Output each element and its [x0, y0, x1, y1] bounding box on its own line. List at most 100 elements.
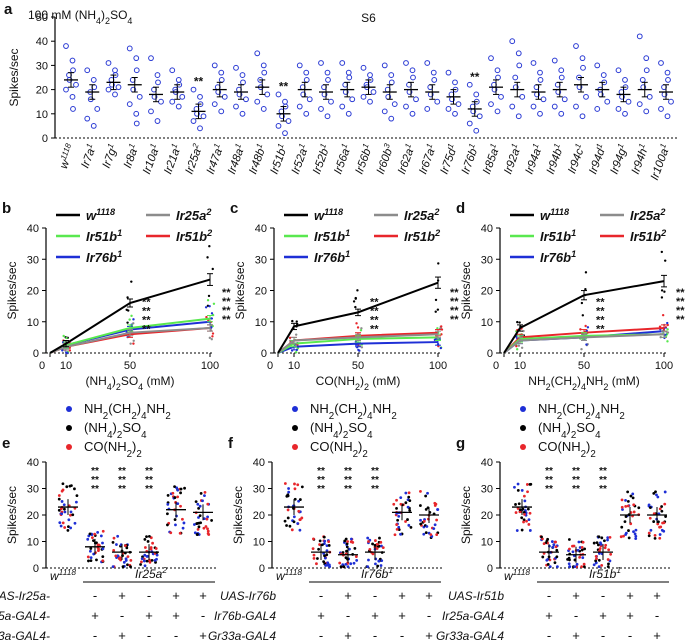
row-mark: +	[344, 628, 352, 641]
data-point	[380, 544, 383, 548]
data-point	[627, 529, 630, 532]
row-mark: -	[319, 628, 323, 641]
legend-label: CO(NH2)2	[84, 439, 142, 460]
category-label: Ir94d1	[585, 142, 609, 176]
data-point	[233, 64, 239, 71]
data-point	[399, 532, 402, 536]
data-point	[96, 530, 100, 534]
data-point	[312, 553, 316, 557]
formula-part: 4	[107, 382, 112, 392]
data-point	[662, 521, 666, 525]
formula-part: SO	[576, 420, 595, 435]
data-point	[571, 550, 575, 554]
data-point	[634, 534, 638, 538]
data-point	[148, 55, 154, 62]
data-point	[583, 93, 589, 100]
data-point	[495, 74, 501, 81]
row-mark: -	[201, 608, 205, 623]
raw-point	[211, 267, 214, 271]
formula-part: (mM)	[143, 374, 174, 388]
row-mark: -	[120, 608, 124, 623]
data-point	[622, 77, 628, 83]
category-label: Ir7g1	[98, 142, 120, 170]
data-point	[99, 534, 103, 538]
data-point	[311, 547, 315, 551]
data-point	[592, 563, 596, 567]
data-point	[345, 69, 352, 76]
data-point	[643, 55, 650, 62]
data-point	[143, 553, 147, 557]
panel-letter-f: f	[228, 435, 234, 452]
data-point	[111, 565, 115, 569]
data-point	[59, 507, 63, 511]
data-point	[133, 110, 140, 117]
label-sup: 2	[434, 228, 440, 238]
data-point	[528, 529, 532, 532]
y-tick-label: 20	[27, 286, 39, 298]
data-point	[198, 514, 202, 518]
label-sup: 1	[254, 142, 264, 149]
raw-point	[295, 320, 298, 323]
data-point	[92, 539, 95, 543]
label-sup: 1	[296, 142, 306, 149]
data-point	[92, 552, 96, 556]
data-point	[169, 531, 173, 535]
series-line-w1118	[503, 280, 665, 354]
data-point	[520, 516, 524, 520]
row-mark: -	[547, 588, 551, 603]
formula-part: 4	[561, 430, 567, 441]
data-point	[582, 562, 586, 566]
data-point	[655, 493, 658, 497]
data-point	[395, 528, 399, 531]
data-point	[516, 62, 523, 69]
formula-part: SO	[122, 420, 141, 435]
significance-mark: **	[279, 79, 289, 93]
data-point	[360, 64, 367, 71]
label-base: w	[276, 569, 286, 583]
data-point	[194, 500, 198, 504]
data-point	[375, 542, 379, 546]
y-tick-label: 40	[481, 457, 493, 469]
legend-dot	[66, 444, 72, 450]
y-axis-label: Spikes/sec	[5, 261, 19, 319]
data-point	[516, 488, 520, 492]
significance-mark: **	[317, 484, 325, 495]
raw-point	[62, 334, 65, 338]
y-tick-label: 20	[481, 286, 493, 298]
data-point	[522, 520, 525, 524]
data-point	[282, 98, 288, 105]
data-point	[94, 106, 101, 112]
raw-point	[581, 314, 585, 317]
formula-part: 2	[546, 382, 551, 392]
data-point	[315, 562, 318, 566]
data-point	[133, 120, 140, 127]
data-point	[425, 525, 429, 528]
data-point	[153, 558, 157, 562]
data-point	[60, 512, 64, 516]
data-point	[653, 536, 657, 540]
data-point	[366, 565, 370, 569]
significance-mark: **	[676, 305, 685, 317]
series-line-Ir25a2	[49, 327, 211, 354]
data-point	[658, 525, 661, 529]
label-base: Ir100a	[649, 147, 671, 182]
data-point	[112, 548, 116, 552]
data-point	[60, 500, 64, 503]
formula-part: 2	[391, 411, 396, 422]
significance-mark: **	[370, 315, 379, 327]
data-point	[517, 502, 521, 506]
raw-point	[584, 324, 587, 328]
label-base: Ir76b	[540, 250, 571, 265]
significance-mark: **	[142, 324, 151, 336]
data-point	[558, 74, 565, 81]
data-point	[374, 562, 377, 566]
row-label: Ir25a-GAL4	[442, 609, 504, 623]
data-point	[89, 547, 93, 550]
formula-part: )	[358, 439, 362, 454]
data-point	[607, 548, 611, 552]
data-point	[74, 500, 78, 504]
raw-point	[516, 320, 519, 324]
data-point	[71, 513, 75, 517]
data-point	[452, 79, 458, 86]
label-base: w	[86, 208, 97, 223]
